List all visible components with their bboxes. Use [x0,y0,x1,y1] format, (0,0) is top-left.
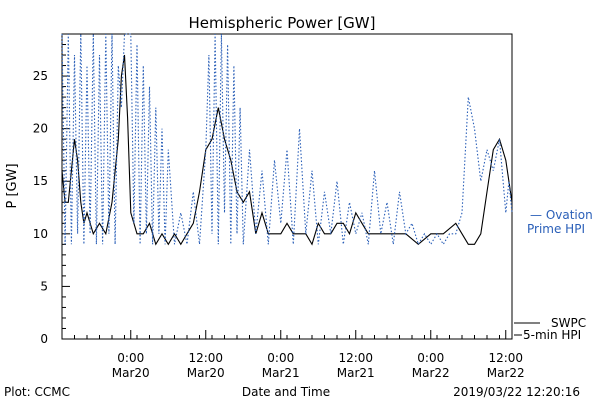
plot-timestamp: 2019/03/22 12:20:16 [453,385,580,399]
x-tick-label-time: 12:00 [188,351,223,365]
x-tick-label-date: Mar22 [487,366,525,380]
y-tick-label: 15 [33,174,48,188]
y-tick-label: 20 [33,122,48,136]
x-tick-label-date: Mar20 [187,366,225,380]
x-tick-label-time: 0:00 [267,351,294,365]
x-tick-label-time: 0:00 [417,351,444,365]
y-tick-labels: 0 5 10 15 20 25 [33,69,48,346]
y-tick-label: 5 [40,279,48,293]
series-lines [61,33,513,246]
swpc-series-line [61,54,513,246]
ovation-series-line [61,33,513,246]
x-axis-label: Date and Time [242,385,330,399]
x-tick-label-time: 12:00 [338,351,373,365]
y-axis-label: P [GW] [5,163,20,208]
x-tick-label-date: Mar21 [262,366,300,380]
ovation-legend-line1: — Ovation [530,208,593,222]
x-tick-labels: 0:00Mar2012:00Mar200:00Mar2112:00Mar210:… [112,351,525,380]
ovation-legend-line2: Prime HPI [527,222,585,236]
x-tick-label-date: Mar21 [337,366,375,380]
plot-credit: Plot: CCMC [4,385,70,399]
x-tick-label-time: 12:00 [488,351,523,365]
chart-title: Hemispheric Power [GW] [189,14,376,32]
y-tick-label: 0 [40,332,48,346]
x-tick-label-date: Mar20 [112,366,150,380]
axis-ticks [61,33,513,340]
x-tick-label-date: Mar22 [412,366,450,380]
x-tick-label-time: 0:00 [117,351,144,365]
swpc-legend-line1: SWPC [551,316,586,330]
swpc-legend-line2: 5-min HPI [523,328,581,342]
y-tick-label: 10 [33,227,48,241]
y-tick-label: 25 [33,69,48,83]
